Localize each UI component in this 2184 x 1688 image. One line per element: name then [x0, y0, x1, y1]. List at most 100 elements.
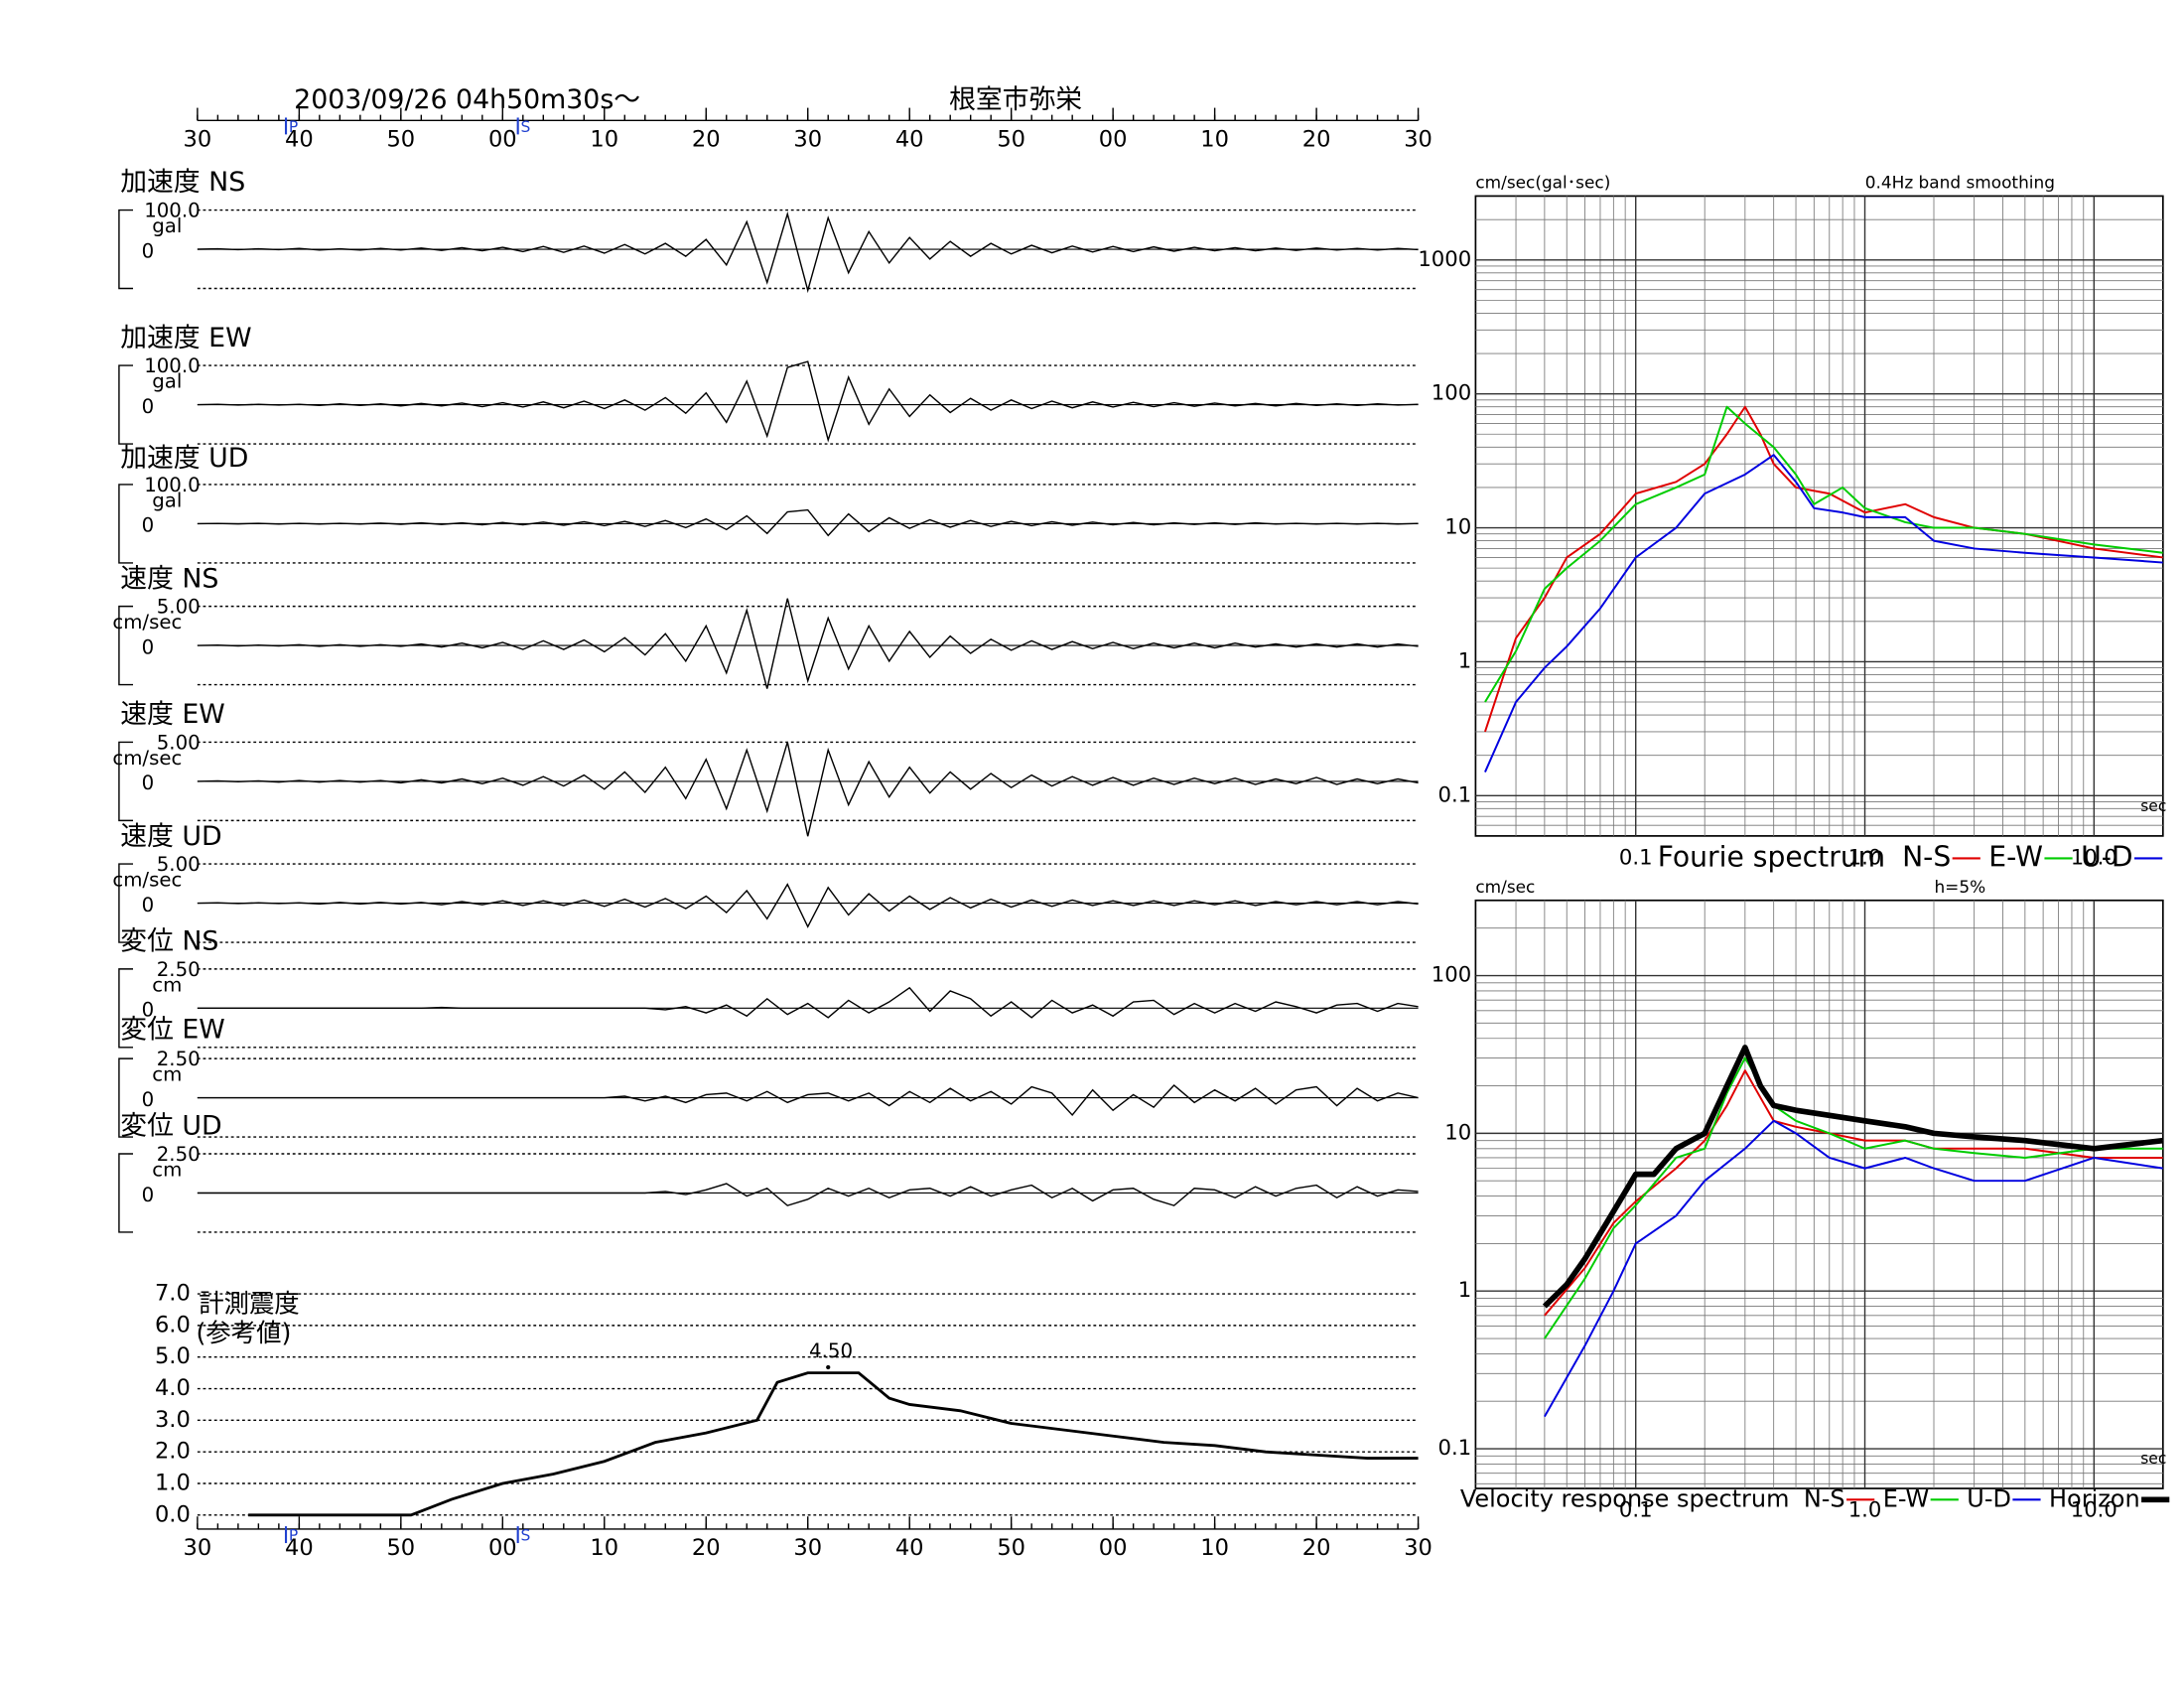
legend-label: E-W	[1883, 1484, 1930, 1512]
x-tick-label: 20	[692, 127, 721, 153]
y-tick-label: 5.00	[157, 853, 201, 876]
legend-label: Horizon	[2049, 1484, 2140, 1512]
phase-label: P	[289, 1526, 298, 1544]
trace-unit: cm/sec	[112, 869, 182, 892]
phase-label: S	[520, 118, 530, 136]
y-axis-label: cm/sec	[1475, 877, 1535, 897]
waveform	[197, 360, 1419, 443]
spectrum-line	[1484, 454, 2163, 773]
trace-unit: gal	[152, 489, 182, 511]
y-tick-label: 0	[142, 999, 155, 1022]
trace-label: 変位 NS	[120, 926, 218, 957]
y-tick-label: 0.0	[155, 1501, 191, 1527]
spectrum-line	[1484, 405, 2163, 733]
y-tick-label: 7.0	[155, 1281, 191, 1307]
intensity-line	[248, 1371, 1419, 1517]
y-tick-label: 0.1	[1438, 781, 1472, 806]
x-tick-label: 00	[1099, 1535, 1128, 1561]
waveform	[197, 211, 1419, 294]
trace-bracket	[118, 741, 134, 822]
trace-label: 変位 EW	[120, 1014, 224, 1045]
x-tick-label: 10.0	[2071, 844, 2117, 869]
trace-bracket	[118, 863, 134, 943]
waveform	[197, 598, 1419, 689]
x-tick-label: 10	[1200, 1535, 1229, 1561]
legend-label: N-S	[1902, 840, 1951, 873]
x-tick-label: 50	[386, 127, 415, 153]
legend-label: U-D	[1967, 1484, 2011, 1512]
y-tick-label: 100.0	[144, 354, 201, 377]
trace-label: 速度 UD	[120, 821, 221, 852]
x-tick-label: 30	[793, 127, 822, 153]
header-station: 根室市弥栄	[949, 84, 1082, 115]
x-tick-label: 10	[1200, 127, 1229, 153]
x-tick-label: 50	[997, 1535, 1025, 1561]
trace-bracket	[118, 209, 134, 290]
x-tick-label: 30	[184, 1535, 212, 1561]
x-tick-label: 00	[488, 127, 517, 153]
waveform	[197, 508, 1419, 537]
y-tick-label: 0	[142, 772, 155, 794]
x-tick-label: 00	[1099, 127, 1128, 153]
x-tick-label: 10	[590, 1535, 618, 1561]
trace-bracket	[118, 605, 134, 686]
trace-label: 速度 EW	[120, 699, 224, 730]
phase-label: S	[520, 1526, 530, 1544]
legend-title: Velocity response spectrum	[1460, 1484, 1790, 1512]
trace-unit: cm/sec	[112, 611, 182, 633]
spectrum-line	[1542, 1045, 2163, 1309]
y-tick-label: 0.1	[1438, 1435, 1472, 1460]
x-tick-label: 00	[488, 1535, 517, 1561]
legend-label: E-W	[1988, 840, 2043, 873]
trace-label: 加速度 UD	[120, 443, 248, 474]
waveform	[197, 1083, 1419, 1117]
y-tick-label: 2.50	[157, 958, 201, 981]
y-tick-label: 0	[142, 635, 155, 658]
trace-unit: gal	[152, 214, 182, 237]
y-tick-label: 2.50	[157, 1143, 201, 1166]
y-tick-label: 1	[1458, 647, 1471, 672]
chart-title: 計測震度	[199, 1288, 299, 1318]
y-tick-label: 100.0	[144, 199, 201, 221]
x-tick-label: 0.1	[1619, 844, 1653, 869]
x-tick-label: 30	[793, 1535, 822, 1561]
trace-unit: cm	[152, 973, 182, 996]
x-tick-label: 30	[184, 127, 212, 153]
y-tick-label: 0	[142, 395, 155, 418]
x-tick-label: 40	[895, 1535, 924, 1561]
trace-bracket	[118, 968, 134, 1049]
trace-unit: cm/sec	[112, 747, 182, 770]
x-tick-label: 20	[1302, 1535, 1331, 1561]
waveform	[197, 1183, 1419, 1206]
chart-subtitle: (参考値)	[196, 1318, 291, 1347]
trace-label: 加速度 NS	[120, 167, 245, 198]
x-tick-label: 40	[285, 127, 314, 153]
y-axis-label: cm/sec(gal･sec)	[1475, 173, 1610, 193]
y-tick-label: 0	[142, 239, 155, 262]
legend-label: N-S	[1804, 1484, 1845, 1512]
phase-label: P	[289, 118, 298, 136]
y-tick-label: 6.0	[155, 1312, 191, 1337]
y-tick-label: 5.00	[157, 731, 201, 754]
legend-label: U-D	[2081, 840, 2133, 873]
x-tick-label: 50	[997, 127, 1025, 153]
x-tick-label: 1.0	[1848, 1497, 1882, 1522]
x-tick-label: 1.0	[1848, 844, 1882, 869]
header-date: 2003/09/26 04h50m30s〜	[294, 84, 640, 115]
x-tick-label: 0.1	[1619, 1497, 1653, 1522]
spectrum-line	[1544, 1119, 2163, 1418]
y-tick-label: 5.0	[155, 1343, 191, 1369]
spectrum-line	[1544, 1056, 2163, 1339]
x-tick-label: 50	[386, 1535, 415, 1561]
y-tick-label: 4.0	[155, 1375, 191, 1401]
trace-unit: cm	[152, 1158, 182, 1181]
spectrum-line	[1544, 1069, 2163, 1317]
annotation: 4.50	[809, 1339, 853, 1362]
trace-unit: cm	[152, 1063, 182, 1086]
y-tick-label: 100	[1432, 962, 1471, 987]
x-tick-label: 20	[1302, 127, 1331, 153]
x-tick-label: 30	[1404, 1535, 1433, 1561]
trace-bracket	[118, 484, 134, 564]
